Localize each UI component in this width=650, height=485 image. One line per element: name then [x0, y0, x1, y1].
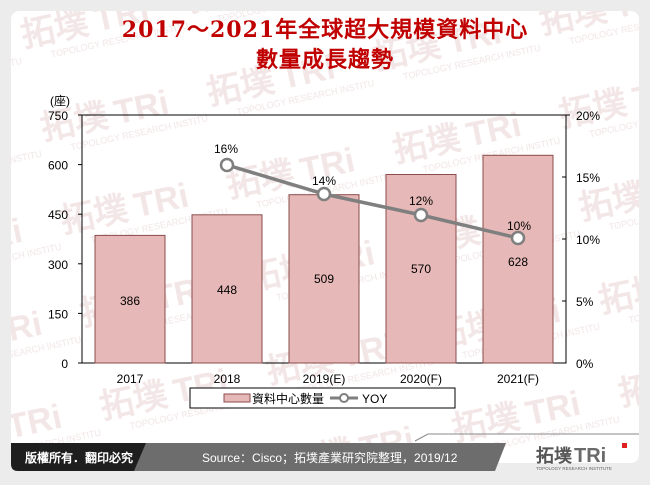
yoy-markers — [219, 157, 526, 246]
yoy-label: 12% — [409, 194, 433, 208]
chart-title-line2: 數量成長趨勢 — [255, 47, 394, 73]
bar-series — [94, 154, 554, 364]
left-tick-label: 600 — [48, 159, 68, 173]
bar-2018 — [191, 214, 263, 364]
bar-value-label: 570 — [411, 262, 431, 276]
yoy-marker — [219, 157, 235, 173]
brand-logo: 拓墣 TRi TOPOLOGY RESEARCH INSTITUTE — [536, 443, 627, 471]
legend-line-marker-icon — [339, 393, 349, 403]
x-tick-label: 2017 — [117, 372, 144, 386]
left-tick-label: 0 — [61, 357, 68, 371]
source-text: Source：Cisco；拓墣產業研究院整理，2019/12 — [202, 450, 458, 465]
bar-2020 — [385, 174, 457, 364]
chart-title-line1: 2017～2021年全球超大規模資料中心 — [121, 17, 529, 43]
left-tick-label: 300 — [48, 258, 68, 272]
left-tick-label: 750 — [48, 109, 68, 123]
x-tick-label: 2018 — [214, 372, 241, 386]
legend-line-label: YOY — [362, 392, 387, 406]
x-tick-label: 2020(F) — [400, 372, 442, 386]
right-tick-label: 0% — [576, 357, 594, 371]
bar-2017 — [94, 234, 166, 364]
bar-value-label: 628 — [508, 255, 528, 269]
bar-value-label: 386 — [120, 294, 140, 308]
x-tick-label: 2021(F) — [497, 372, 539, 386]
copyright-text: 版權所有．翻印必究 — [25, 450, 133, 465]
left-tick-label: 150 — [48, 307, 68, 321]
right-tick-label: 20% — [576, 109, 600, 123]
logo-cn: 拓墣 — [536, 445, 572, 466]
yoy-label: 14% — [312, 174, 336, 188]
legend-bar-label: 資料中心數量 — [252, 391, 324, 406]
yoy-marker — [510, 230, 526, 246]
bar-2019 — [288, 194, 360, 364]
legend: 資料中心數量 YOY — [189, 387, 456, 409]
right-tick-label: 5% — [576, 295, 594, 309]
right-axis: 20% 15% 10% 5% 0% — [562, 109, 600, 371]
logo-en: TRi — [574, 445, 606, 467]
left-axis: 750 600 450 300 150 0 — [48, 109, 82, 371]
legend-bar-swatch — [223, 393, 251, 403]
right-tick-label: 15% — [576, 171, 600, 185]
left-tick-label: 450 — [48, 208, 68, 222]
bar-2021 — [482, 154, 554, 364]
footer: 版權所有．翻印必究 Source：Cisco；拓墣產業研究院整理，2019/12… — [11, 433, 639, 471]
yoy-label: 16% — [214, 142, 238, 156]
y-axis-unit: (座) — [50, 93, 70, 108]
yoy-marker — [413, 207, 429, 223]
bar-value-label: 448 — [217, 283, 237, 297]
logo-sub: TOPOLOGY RESEARCH INSTITUTE — [536, 466, 612, 471]
yoy-line — [226, 163, 519, 240]
yoy-label: 10% — [507, 219, 531, 233]
bar-value-label: 509 — [314, 272, 334, 286]
right-tick-label: 10% — [576, 233, 600, 247]
x-tick-label: 2019(E) — [303, 372, 346, 386]
yoy-marker — [316, 186, 332, 202]
